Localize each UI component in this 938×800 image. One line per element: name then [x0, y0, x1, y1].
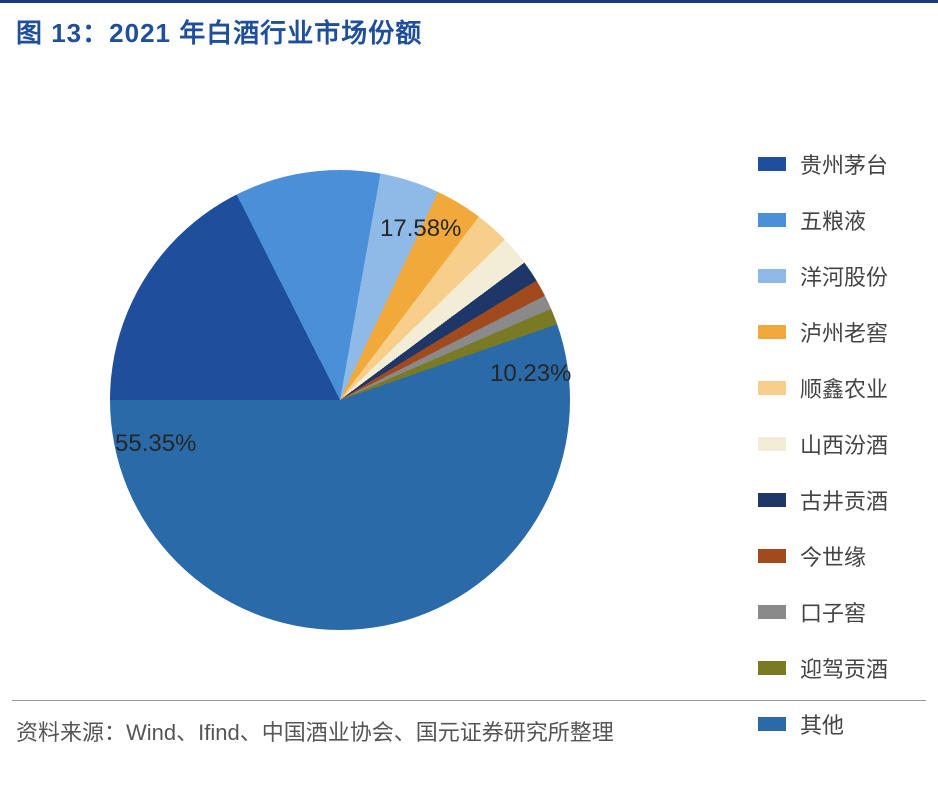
legend-item: 贵州茅台: [758, 148, 888, 180]
legend-swatch: [758, 157, 786, 171]
pie-data-label: 55.35%: [115, 430, 196, 458]
legend-swatch: [758, 661, 786, 675]
legend-swatch: [758, 549, 786, 563]
legend-item: 洋河股份: [758, 260, 888, 292]
legend-item: 泸州老窖: [758, 316, 888, 348]
pie-chart: [110, 170, 570, 630]
legend-item: 今世缘: [758, 540, 888, 572]
legend-label: 洋河股份: [800, 260, 888, 292]
legend-swatch: [758, 605, 786, 619]
legend-label: 古井贡酒: [800, 484, 888, 516]
legend-item: 迎驾贡酒: [758, 652, 888, 684]
legend-label: 贵州茅台: [800, 148, 888, 180]
pie-data-label: 10.23%: [490, 360, 571, 388]
legend-label: 口子窖: [800, 596, 866, 628]
figure-container: 图 13：2021 年白酒行业市场份额 17.58% 10.23% 55.35% 贵…: [0, 0, 938, 800]
legend-item: 古井贡酒: [758, 484, 888, 516]
title-bar: 图 13：2021 年白酒行业市场份额: [0, 0, 938, 60]
legend-item: 其他: [758, 708, 888, 740]
legend-swatch: [758, 213, 786, 227]
legend-swatch: [758, 493, 786, 507]
legend-item: 五粮液: [758, 204, 888, 236]
legend-label: 迎驾贡酒: [800, 652, 888, 684]
legend-label: 其他: [800, 708, 844, 740]
legend-label: 山西汾酒: [800, 428, 888, 460]
pie-data-label: 17.58%: [380, 215, 461, 243]
legend-swatch: [758, 437, 786, 451]
chart-area: 17.58% 10.23% 55.35% 贵州茅台五粮液洋河股份泸州老窖顺鑫农业山西…: [0, 60, 938, 700]
legend-swatch: [758, 325, 786, 339]
legend-item: 顺鑫农业: [758, 372, 888, 404]
legend-label: 今世缘: [800, 540, 866, 572]
legend-label: 泸州老窖: [800, 316, 888, 348]
legend-swatch: [758, 717, 786, 731]
legend-swatch: [758, 269, 786, 283]
source-text: 资料来源：Wind、Ifind、中国酒业协会、国元证券研究所整理: [16, 720, 614, 745]
pie-wrap: [110, 170, 570, 630]
chart-title: 图 13：2021 年白酒行业市场份额: [16, 18, 422, 48]
legend: 贵州茅台五粮液洋河股份泸州老窖顺鑫农业山西汾酒古井贡酒今世缘口子窖迎驾贡酒其他: [758, 148, 888, 764]
legend-label: 顺鑫农业: [800, 372, 888, 404]
legend-item: 山西汾酒: [758, 428, 888, 460]
legend-label: 五粮液: [800, 204, 866, 236]
legend-swatch: [758, 381, 786, 395]
legend-item: 口子窖: [758, 596, 888, 628]
